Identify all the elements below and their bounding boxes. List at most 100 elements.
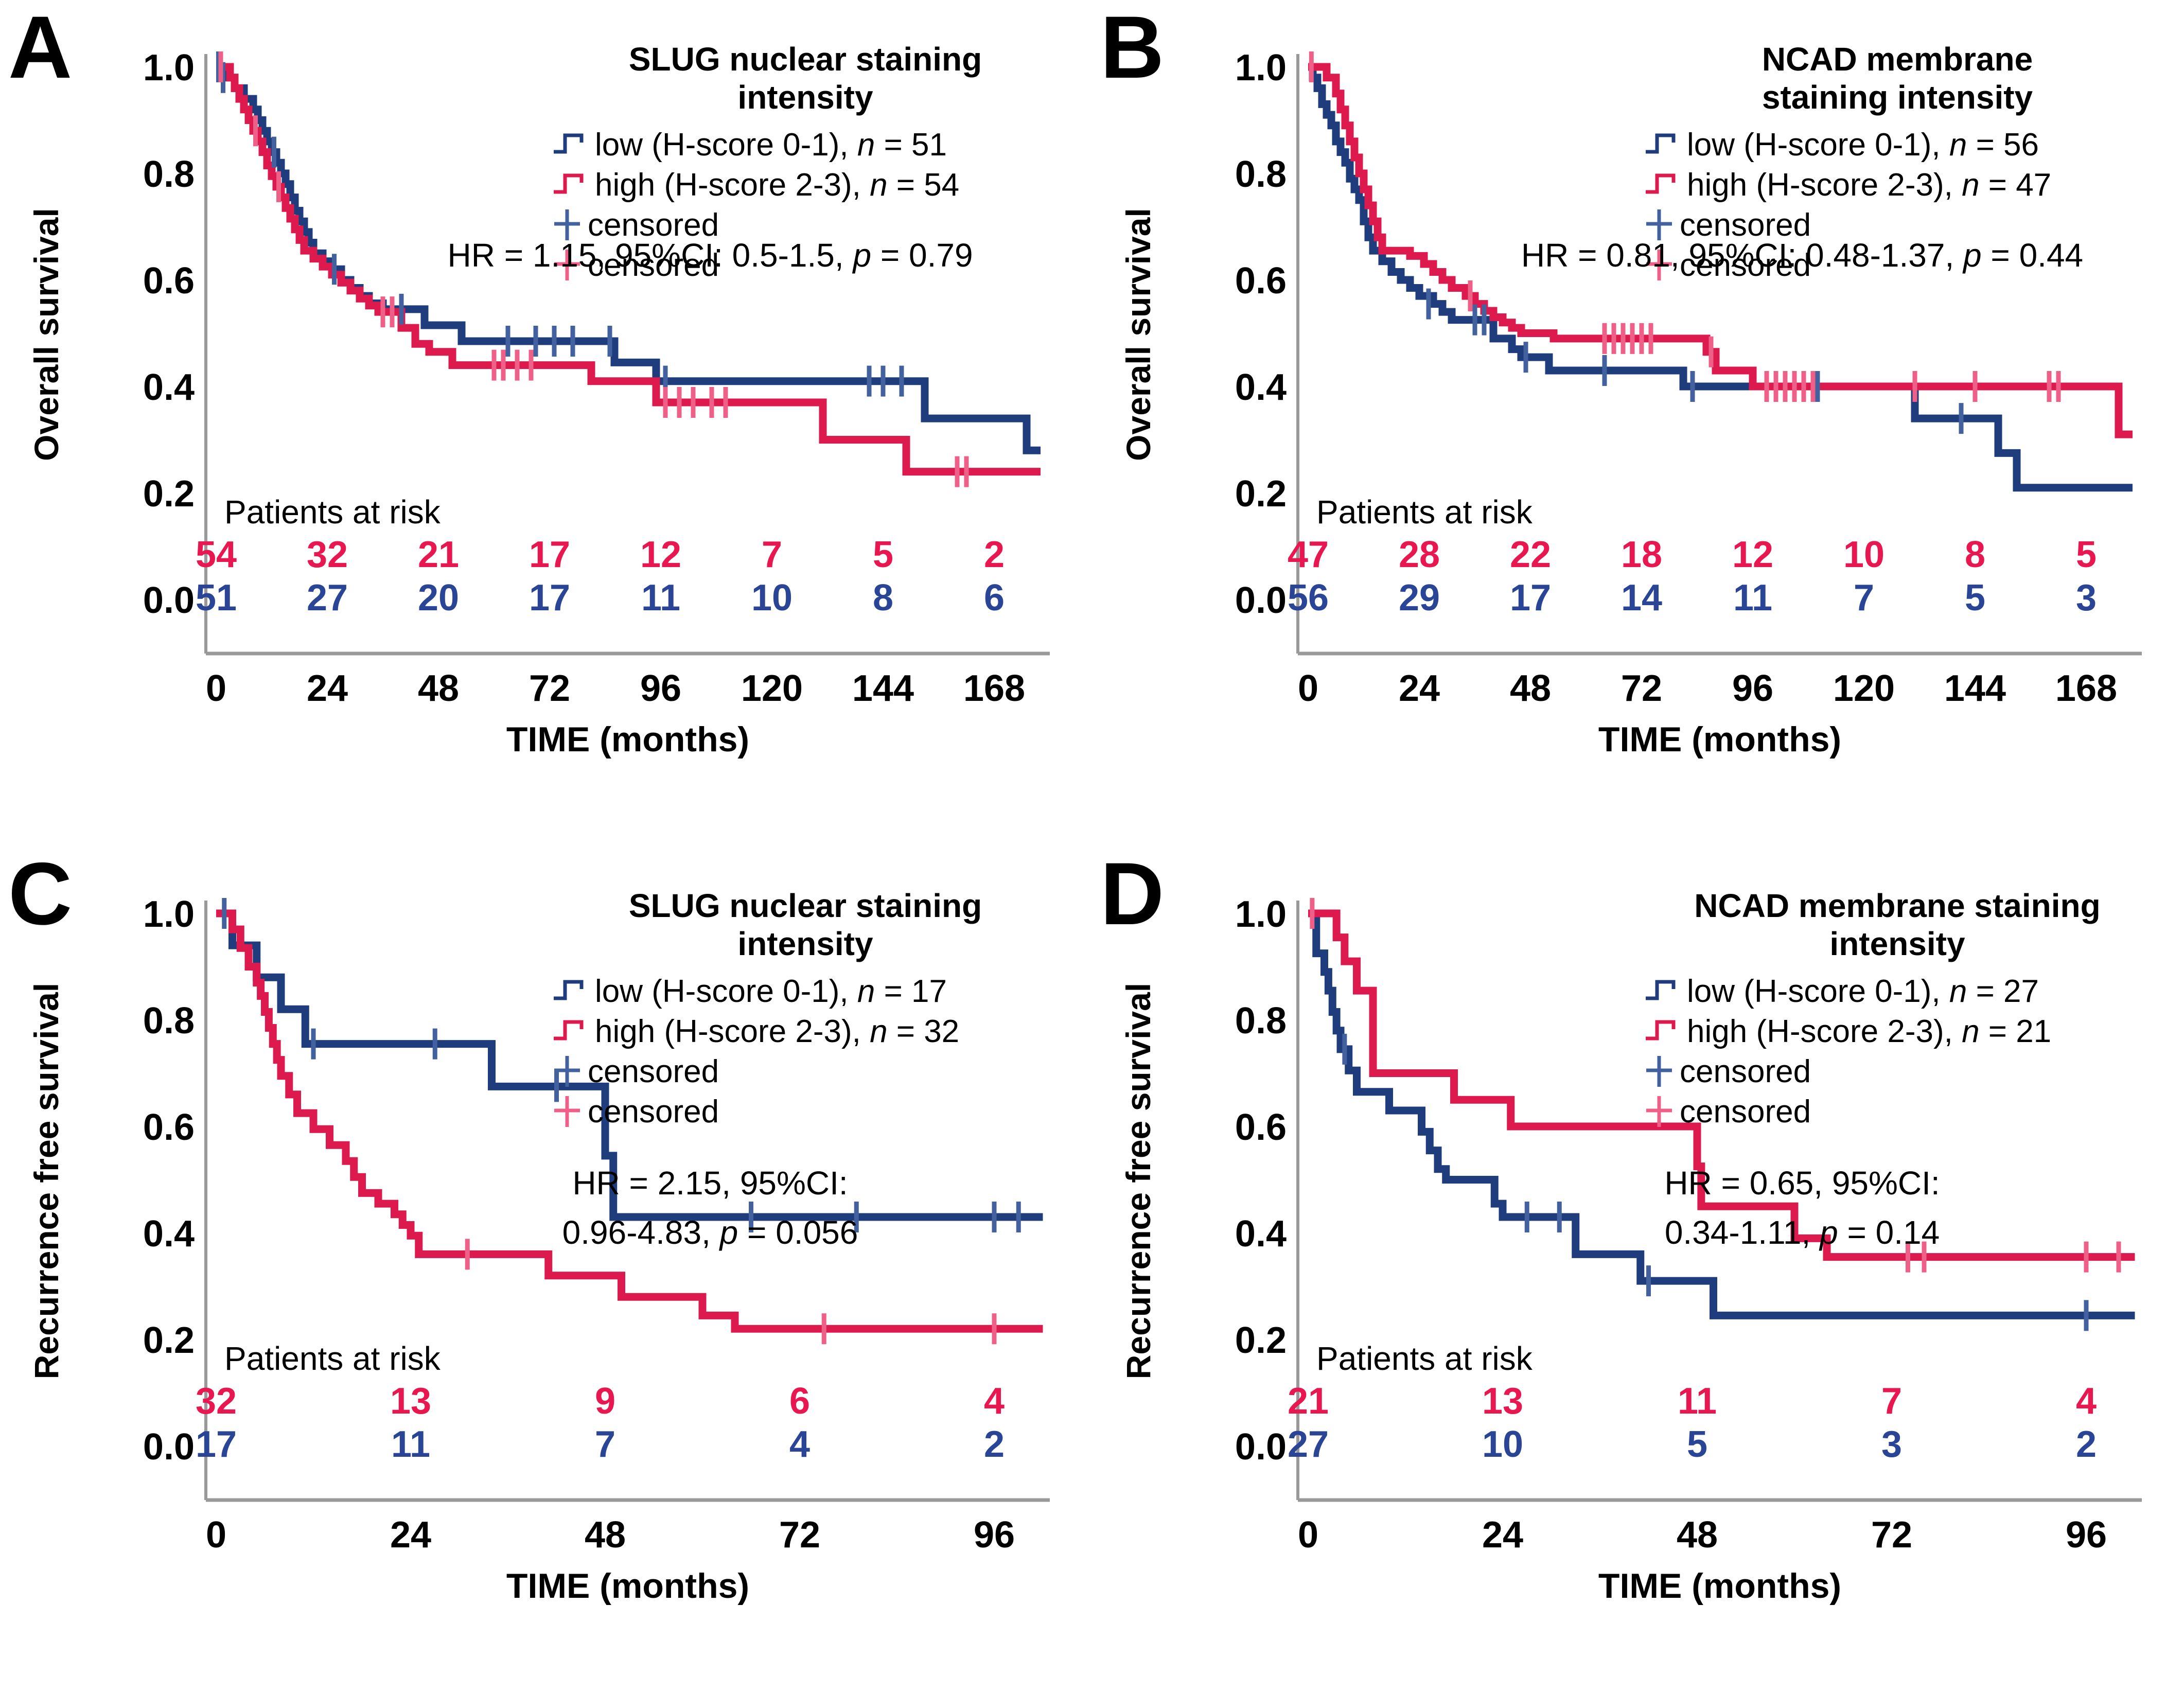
panel-a: 1.0 0.8 0.6 0.4 0.2 0.0 0 24 48 72 96 120 144 168 54 32… <box>0 0 1092 846</box>
svg-text:10: 10 <box>1843 534 1884 575</box>
x-axis-label: TIME (months) <box>506 720 750 759</box>
svg-text:47: 47 <box>1288 534 1329 575</box>
svg-text:2: 2 <box>2076 1424 2097 1465</box>
censor-cross-icon <box>1644 1053 1675 1089</box>
legend-title: SLUG nuclear staining intensity <box>628 41 982 116</box>
km-curve-red <box>1308 63 2133 438</box>
svg-text:0.6: 0.6 <box>1235 260 1287 302</box>
svg-text:96: 96 <box>640 668 681 709</box>
svg-text:14: 14 <box>1621 577 1662 619</box>
svg-text:0.6: 0.6 <box>143 260 195 302</box>
svg-text:24: 24 <box>1482 1514 1523 1556</box>
legend-item-censored-low: censored <box>552 205 1086 245</box>
censor-marks-red <box>1310 898 2121 1273</box>
censor-cross-icon <box>552 247 583 283</box>
svg-text:48: 48 <box>585 1514 626 1556</box>
svg-text:17: 17 <box>1510 577 1551 619</box>
svg-text:20: 20 <box>418 577 459 619</box>
svg-text:17: 17 <box>529 534 570 575</box>
svg-text:27: 27 <box>307 577 348 619</box>
svg-text:11: 11 <box>1678 1381 1717 1422</box>
svg-text:4: 4 <box>984 1381 1005 1422</box>
step-symbol-icon <box>552 977 590 1006</box>
x-tick-labels: 0 24 48 72 96 120 144 168 <box>206 668 1025 709</box>
svg-text:144: 144 <box>852 668 914 709</box>
legend: NCAD membrane staining intensity low (H-… <box>1617 887 2178 1132</box>
svg-text:120: 120 <box>1833 668 1895 709</box>
svg-text:32: 32 <box>307 534 348 575</box>
km-plot-svg: 1.0 0.8 0.6 0.4 0.2 0.0 0 24 48 72 96 21 13 11 7 4 27 10 5… <box>1235 894 2142 1556</box>
svg-text:0.2: 0.2 <box>1235 473 1287 515</box>
svg-text:51: 51 <box>196 577 237 619</box>
svg-text:5: 5 <box>1687 1424 1707 1465</box>
svg-text:27: 27 <box>1288 1424 1329 1465</box>
panel-letter: C <box>8 844 74 943</box>
svg-text:56: 56 <box>1288 577 1329 619</box>
legend-item-censored-low: censored <box>1644 1051 2178 1091</box>
step-symbol-icon <box>552 170 590 199</box>
svg-text:17: 17 <box>196 1424 237 1465</box>
legend-title: SLUG nuclear staining intensity <box>628 887 982 963</box>
risk-row-red: 32 13 9 6 4 <box>196 1381 1005 1422</box>
x-tick-labels: 0 24 48 72 96 120 144 168 <box>1298 668 2117 709</box>
svg-text:72: 72 <box>1871 1514 1912 1556</box>
censor-marks-blue <box>1342 1033 2089 1331</box>
svg-text:0.6: 0.6 <box>143 1107 195 1148</box>
svg-text:0.0: 0.0 <box>143 580 195 621</box>
svg-text:96: 96 <box>974 1514 1015 1556</box>
svg-text:3: 3 <box>1881 1424 1902 1465</box>
hr-annotation: HR = 0.65, 95%CI: 0.34-1.11, p = 0.14 <box>1664 1165 1940 1251</box>
svg-text:12: 12 <box>1732 534 1773 575</box>
svg-text:8: 8 <box>1965 534 1985 575</box>
legend-item-censored-high: censored <box>1644 245 2178 285</box>
svg-text:0: 0 <box>206 1514 226 1556</box>
svg-text:5: 5 <box>873 534 893 575</box>
axes <box>1296 54 2142 656</box>
svg-text:7: 7 <box>1854 577 1874 619</box>
y-tick-labels: 1.0 0.8 0.6 0.4 0.2 0.0 <box>143 47 195 621</box>
patients-at-risk-label: Patients at risk <box>1316 493 1533 531</box>
legend-item-low: low (H-score 0-1), n = 51 <box>552 125 1086 165</box>
risk-row-red: 54 32 21 17 12 7 5 2 <box>196 534 1005 575</box>
step-symbol-icon <box>1644 977 1682 1006</box>
legend-item-censored-high: censored <box>552 245 1086 285</box>
svg-text:0.4: 0.4 <box>1235 1213 1287 1255</box>
svg-text:0.2: 0.2 <box>143 473 195 515</box>
svg-text:7: 7 <box>762 534 782 575</box>
svg-text:10: 10 <box>1482 1424 1523 1465</box>
patients-at-risk-label: Patients at risk <box>1316 1340 1533 1377</box>
svg-text:11: 11 <box>391 1424 430 1465</box>
svg-text:4: 4 <box>789 1424 810 1465</box>
svg-text:1.0: 1.0 <box>143 47 195 89</box>
legend-item-low: low (H-score 0-1), n = 17 <box>552 971 1086 1011</box>
legend-item-censored-low: censored <box>552 1051 1086 1091</box>
legend-item-high: high (H-score 2-3), n = 21 <box>1644 1011 2178 1051</box>
x-axis-label: TIME (months) <box>1598 1566 1842 1606</box>
risk-row-red: 21 13 11 7 4 <box>1288 1381 2097 1422</box>
y-axis-label: Recurrence free survival <box>27 982 65 1380</box>
svg-text:21: 21 <box>1288 1381 1329 1422</box>
km-curve-blue <box>1308 63 2133 492</box>
svg-text:0.4: 0.4 <box>1235 367 1287 408</box>
svg-text:28: 28 <box>1399 534 1440 575</box>
km-plot-svg: 1.0 0.8 0.6 0.4 0.2 0.0 0 24 48 72 96 120 144 168 47 28… <box>1235 47 2142 709</box>
svg-text:72: 72 <box>1621 668 1662 709</box>
panel-c: 1.0 0.8 0.6 0.4 0.2 0.0 0 24 48 72 96 32 13 9 6 4 17 11 7 4… <box>0 846 1092 1693</box>
svg-text:0.4: 0.4 <box>143 367 195 408</box>
legend-item-censored-high: censored <box>1644 1091 2178 1132</box>
axes <box>204 54 1050 656</box>
svg-text:2: 2 <box>984 1424 1005 1465</box>
panel-letter: D <box>1100 844 1166 943</box>
svg-text:0.0: 0.0 <box>1235 580 1287 621</box>
y-tick-labels: 1.0 0.8 0.6 0.4 0.2 0.0 <box>1235 894 1287 1468</box>
censor-marks-blue <box>1426 288 1964 434</box>
svg-text:1.0: 1.0 <box>1235 47 1287 89</box>
legend-item-low: low (H-score 0-1), n = 56 <box>1644 125 2178 165</box>
risk-row-red: 47 28 22 18 12 10 8 5 <box>1288 534 2097 575</box>
svg-text:0.8: 0.8 <box>1235 154 1287 195</box>
svg-text:0.6: 0.6 <box>1235 1107 1287 1148</box>
svg-text:7: 7 <box>595 1424 615 1465</box>
svg-text:96: 96 <box>2066 1514 2107 1556</box>
risk-row-blue: 51 27 20 17 11 10 8 6 <box>196 577 1005 619</box>
x-axis-label: TIME (months) <box>1598 720 1842 759</box>
